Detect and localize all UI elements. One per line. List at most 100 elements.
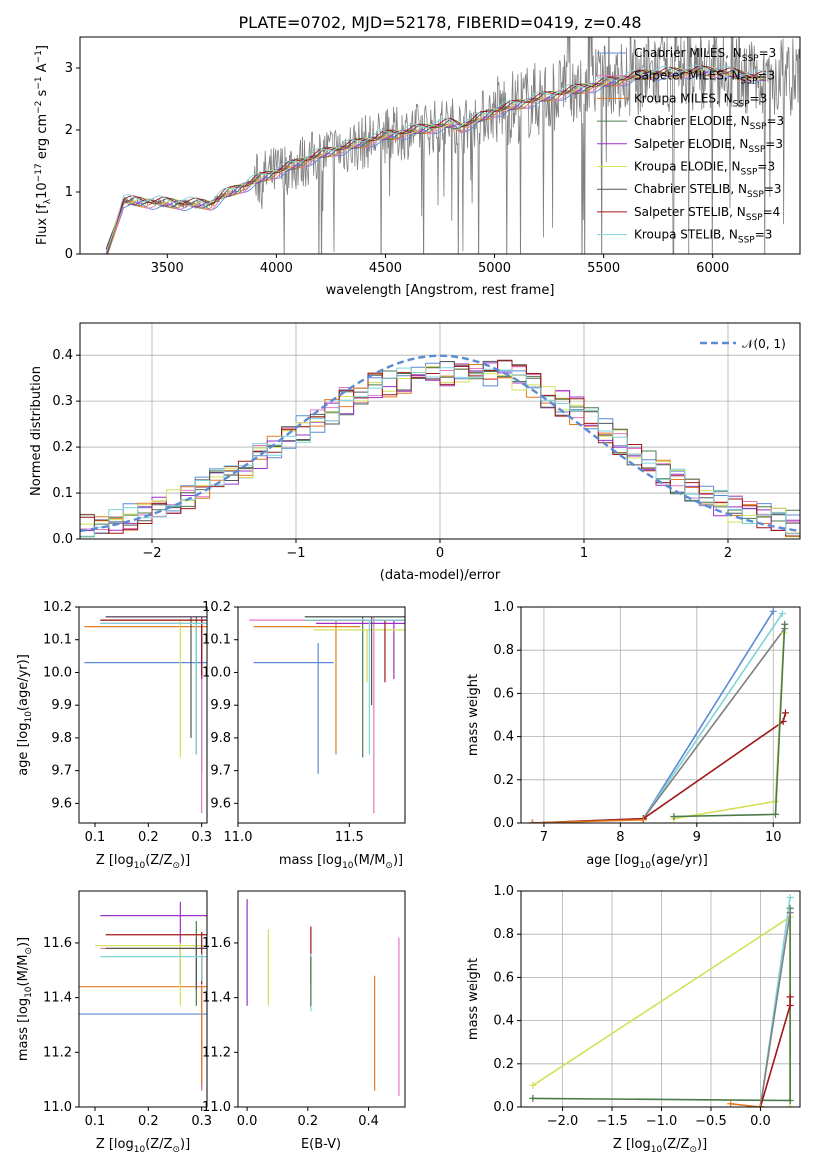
x-tick-label: 0.1 bbox=[85, 830, 106, 845]
axes-frame bbox=[237, 890, 406, 1108]
x-tick-label: 0.2 bbox=[138, 1114, 159, 1129]
y-tick-label: 0.6 bbox=[493, 970, 514, 985]
weight-line-6 bbox=[673, 624, 786, 818]
y-tick-label: 3 bbox=[65, 61, 73, 76]
y-tick-label: 1 bbox=[65, 185, 73, 200]
y-tick-label: 0.0 bbox=[493, 1100, 514, 1115]
x-tick-label: 0.1 bbox=[85, 1114, 106, 1129]
y-tick-label: 11.2 bbox=[43, 1045, 72, 1060]
legend-label-1: Chabrier MILES, NSSP=3 bbox=[634, 46, 776, 64]
chart-title: PLATE=0702, MJD=52178, FIBERID=0419, z=0… bbox=[238, 13, 641, 32]
x-tick-label: −0.5 bbox=[695, 1114, 727, 1129]
weight-line-4 bbox=[759, 912, 791, 1107]
weight-line-7 bbox=[532, 819, 644, 823]
legend-label-7: Chabrier STELIB, NSSP=3 bbox=[634, 182, 782, 200]
y-tick-label: 9.7 bbox=[210, 764, 231, 779]
x-tick-label: −1.0 bbox=[646, 1114, 678, 1129]
weight-line-1 bbox=[532, 610, 774, 823]
weight-marker bbox=[786, 1001, 794, 1009]
x-tick-label: −1 bbox=[286, 546, 305, 561]
weight-marker bbox=[778, 609, 786, 617]
x-tick-label: 0.3 bbox=[191, 830, 212, 845]
y-tick-label: 0.2 bbox=[52, 440, 73, 455]
weight-marker bbox=[786, 1103, 794, 1107]
y-tick-label: 0.0 bbox=[493, 816, 514, 831]
x-axis-label: wavelength [Angstrom, rest frame] bbox=[326, 283, 555, 298]
y-tick-label: 0.0 bbox=[52, 532, 73, 547]
axes-frame bbox=[237, 606, 406, 824]
y-tick-label: 11.6 bbox=[202, 936, 231, 951]
y-tick-label: 0 bbox=[65, 247, 73, 262]
plot-area bbox=[529, 893, 794, 1107]
x-tick-label: 10 bbox=[765, 830, 782, 845]
x-axis-label: Z [log10(Z/Z⊙)] bbox=[96, 1137, 190, 1155]
plot-area bbox=[80, 354, 800, 538]
y-tick-label: 11.4 bbox=[43, 991, 72, 1006]
x-axis-label: Z [log10(Z/Z⊙)] bbox=[96, 853, 190, 871]
legend-label-5: Salpeter ELODIE, NSSP=3 bbox=[634, 137, 783, 155]
y-tick-label: 0.8 bbox=[493, 927, 514, 942]
x-tick-label: −2 bbox=[142, 546, 161, 561]
y-axis-label: Normed distribution bbox=[29, 366, 44, 496]
plot-area bbox=[249, 616, 405, 814]
x-axis-label: (data-model)/error bbox=[380, 568, 501, 583]
model-spectrum-7 bbox=[105, 66, 767, 250]
y-axis-label: Flux [fλ10−17 erg cm−2 s−1 A−1] bbox=[34, 45, 53, 245]
axes-frame bbox=[78, 606, 208, 824]
x-tick-label: 0.4 bbox=[358, 1114, 379, 1129]
y-tick-label: 9.9 bbox=[210, 698, 231, 713]
y-tick-label: 0.4 bbox=[52, 348, 73, 363]
y-axis-label: mass [log10(M/M⊙)] bbox=[16, 937, 34, 1061]
y-tick-label: 10.2 bbox=[43, 600, 72, 615]
y-tick-label: 1.0 bbox=[493, 600, 514, 615]
y-tick-label: 0.1 bbox=[52, 486, 73, 501]
x-tick-label: 2 bbox=[724, 546, 732, 561]
y-tick-label: 9.9 bbox=[51, 698, 72, 713]
y-tick-label: 10.2 bbox=[202, 600, 231, 615]
weight-line-6 bbox=[730, 1103, 761, 1107]
model-spectrum-8 bbox=[105, 65, 767, 250]
plot-area bbox=[84, 616, 207, 814]
x-axis-label: age [log10(age/yr)] bbox=[586, 853, 708, 871]
legend-label-6: Kroupa ELODIE, NSSP=3 bbox=[634, 160, 775, 178]
weight-marker bbox=[786, 993, 794, 1001]
x-tick-label: 5500 bbox=[587, 261, 620, 276]
y-tick-label: 0.8 bbox=[493, 643, 514, 658]
weight-line-2 bbox=[642, 613, 784, 820]
x-tick-label: 11.5 bbox=[335, 830, 364, 845]
panel-massweight_vs_age: 7 8 9 10 0.0 0.2 0.4 0.6 0.8 1.0 bbox=[493, 600, 801, 845]
plot-area bbox=[528, 607, 789, 823]
x-tick-label: −2.0 bbox=[547, 1114, 579, 1129]
legend-label-4: Chabrier ELODIE, NSSP=3 bbox=[634, 114, 784, 132]
y-tick-label: 11.2 bbox=[202, 1045, 231, 1060]
y-tick-label: 2 bbox=[65, 123, 73, 138]
panel-spectrum: 3500 4000 4500 5000 5500 6000 0 1 2 3 bbox=[65, 36, 801, 276]
plot-area bbox=[105, 37, 800, 254]
panel-mass_vs_EBV: 0.0 0.2 0.4 11.0 11.2 11.4 11.6 bbox=[202, 890, 406, 1129]
model-spectrum-9 bbox=[105, 64, 767, 252]
y-tick-label: 0.2 bbox=[493, 1057, 514, 1072]
weight-marker bbox=[529, 1094, 537, 1102]
y-tick-label: 11.6 bbox=[43, 936, 72, 951]
y-tick-label: 10.0 bbox=[43, 665, 72, 680]
y-tick-label: 9.8 bbox=[51, 731, 72, 746]
panel-residual_histogram: −2 −1 0 1 2 0.0 0.1 0.2 0.3 0.4 bbox=[52, 322, 801, 561]
x-tick-label: 0.2 bbox=[297, 1114, 318, 1129]
y-axis-label: age [log10(age/yr)] bbox=[16, 654, 34, 776]
y-tick-label: 10.0 bbox=[202, 665, 231, 680]
histogram-9 bbox=[80, 367, 800, 537]
x-tick-label: 11.0 bbox=[224, 830, 253, 845]
axes-frame bbox=[78, 890, 208, 1108]
model-spectrum-1 bbox=[105, 71, 767, 254]
model-spectrum-2 bbox=[106, 70, 767, 254]
y-tick-label: 0.3 bbox=[52, 394, 73, 409]
y-tick-label: 9.6 bbox=[210, 796, 231, 811]
legend-label-9: Kroupa STELIB, NSSP=3 bbox=[634, 228, 772, 246]
y-tick-label: 0.4 bbox=[493, 1014, 514, 1029]
x-tick-label: 0.0 bbox=[750, 1114, 771, 1129]
y-tick-label: 0.4 bbox=[493, 730, 514, 745]
weight-marker bbox=[727, 1100, 735, 1107]
panel-massweight_vs_Z: −2.0 −1.5 −1.0 −0.5 0.0 0.0 0.2 0.4 0.6 0.8 1.0 bbox=[493, 884, 801, 1129]
x-tick-label: 4500 bbox=[369, 261, 402, 276]
x-tick-label: 5000 bbox=[478, 261, 511, 276]
